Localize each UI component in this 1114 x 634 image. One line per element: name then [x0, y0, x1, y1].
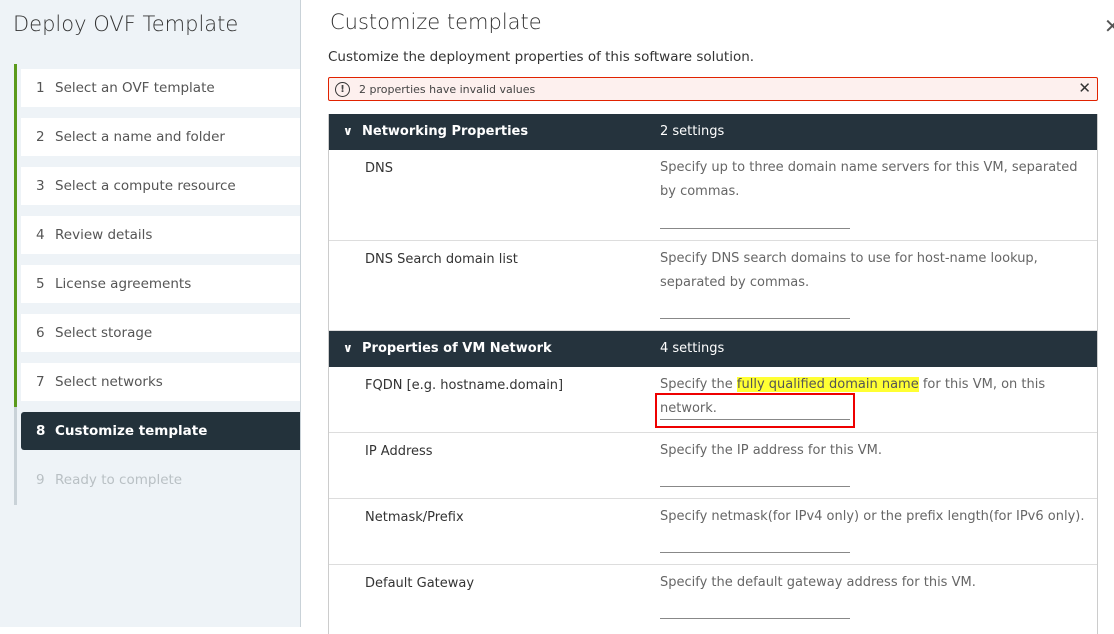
- page-title: Customize template: [330, 10, 542, 34]
- step-number: 9: [36, 472, 45, 488]
- step-number: 7: [36, 374, 45, 390]
- property-label: FQDN [e.g. hostname.domain]: [365, 378, 564, 393]
- alert-text: 2 properties have invalid values: [359, 82, 536, 96]
- wizard-step-9: 9 Ready to complete: [21, 461, 300, 499]
- property-label: DNS Search domain list: [365, 252, 518, 267]
- step-label: Select a compute resource: [55, 178, 236, 194]
- wizard-step-6[interactable]: 6 Select storage: [21, 314, 300, 352]
- wizard-sidebar: Deploy OVF Template 1 Select an OVF templ…: [0, 0, 301, 627]
- property-row-dns-search: DNS Search domain list Specify DNS search…: [329, 241, 1097, 331]
- progress-rail-remaining: [14, 407, 17, 505]
- step-label: Select networks: [55, 374, 163, 390]
- group-header-networking[interactable]: ∨ Networking Properties 2 settings: [329, 114, 1097, 150]
- property-description: Specify up to three domain name servers …: [660, 160, 1078, 199]
- progress-rail-complete: [14, 64, 17, 407]
- chevron-down-icon: ∨: [343, 341, 353, 355]
- step-number: 3: [36, 178, 45, 194]
- property-description: Specify netmask(for IPv4 only) or the pr…: [660, 509, 1085, 524]
- dns-input[interactable]: [660, 209, 850, 229]
- group-header-vm-network[interactable]: ∨ Properties of VM Network 4 settings: [329, 331, 1097, 367]
- property-description: Specify the fully qualified domain name …: [660, 377, 1046, 416]
- group-title: Networking Properties: [362, 124, 529, 139]
- wizard-step-2[interactable]: 2 Select a name and folder: [21, 118, 300, 156]
- property-label: Netmask/Prefix: [365, 510, 464, 525]
- page-subtitle: Customize the deployment properties of t…: [328, 49, 755, 65]
- wizard-step-5[interactable]: 5 License agreements: [21, 265, 300, 303]
- property-label: DNS: [365, 161, 393, 176]
- property-row-fqdn: FQDN [e.g. hostname.domain] Specify the f…: [329, 367, 1097, 433]
- step-label: Select storage: [55, 325, 153, 341]
- invalid-field-outline: [655, 393, 855, 428]
- step-label: Ready to complete: [55, 472, 183, 488]
- step-number: 6: [36, 325, 45, 341]
- error-alert: ! 2 properties have invalid values ✕: [328, 77, 1098, 101]
- close-icon[interactable]: ✕: [1104, 14, 1114, 38]
- property-row-netmask: Netmask/Prefix Specify netmask(for IPv4 o…: [329, 499, 1097, 565]
- property-row-ip: IP Address Specify the IP address for thi…: [329, 433, 1097, 499]
- property-description: Specify the default gateway address for …: [660, 575, 976, 590]
- step-label: Select an OVF template: [55, 80, 215, 96]
- wizard-step-3[interactable]: 3 Select a compute resource: [21, 167, 300, 205]
- alert-close-icon[interactable]: ✕: [1078, 79, 1091, 97]
- gateway-input[interactable]: [660, 599, 850, 619]
- group-title: Properties of VM Network: [362, 341, 552, 356]
- property-description: Specify the IP address for this VM.: [660, 443, 883, 458]
- property-row-dns: DNS Specify up to three domain name serve…: [329, 150, 1097, 241]
- wizard-title: Deploy OVF Template: [13, 12, 239, 36]
- step-label: Review details: [55, 227, 153, 243]
- chevron-down-icon: ∨: [343, 124, 353, 138]
- exclamation-circle-icon: !: [335, 81, 350, 97]
- property-label: IP Address: [365, 444, 433, 459]
- step-number: 1: [36, 80, 45, 96]
- step-number: 5: [36, 276, 45, 292]
- wizard-step-7[interactable]: 7 Select networks: [21, 363, 300, 401]
- step-label: Customize template: [55, 423, 208, 439]
- wizard-step-4[interactable]: 4 Review details: [21, 216, 300, 254]
- step-label: Select a name and folder: [55, 129, 225, 145]
- group-count: 2 settings: [660, 124, 725, 139]
- group-count: 4 settings: [660, 341, 725, 356]
- ip-address-input[interactable]: [660, 467, 850, 487]
- netmask-input[interactable]: [660, 533, 850, 553]
- highlighted-text: fully qualified domain name: [736, 377, 919, 392]
- fqdn-input[interactable]: [660, 400, 850, 420]
- dns-search-input[interactable]: [660, 299, 850, 319]
- step-number: 2: [36, 129, 45, 145]
- properties-table: ∨ Networking Properties 2 settings DNS Spec…: [328, 114, 1098, 634]
- property-description: Specify DNS search domains to use for ho…: [660, 251, 1038, 290]
- wizard-step-1[interactable]: 1 Select an OVF template: [21, 69, 300, 107]
- step-number: 4: [36, 227, 45, 243]
- step-number: 8: [36, 423, 46, 439]
- property-label: Default Gateway: [365, 576, 475, 591]
- property-row-gateway: Default Gateway Specify the default gatew…: [329, 565, 1097, 631]
- wizard-step-8[interactable]: 8 Customize template: [21, 412, 300, 450]
- step-label: License agreements: [55, 276, 192, 292]
